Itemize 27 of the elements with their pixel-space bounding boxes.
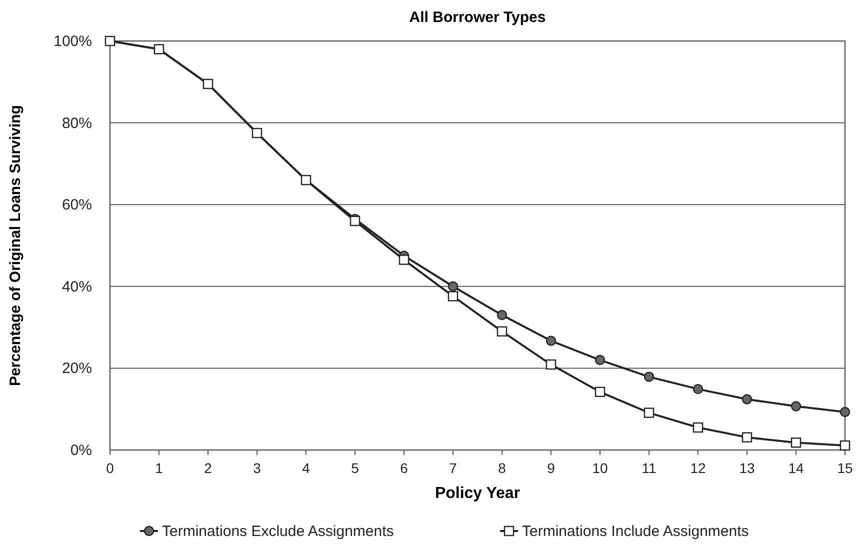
y-axis-title: Percentage of Original Loans Surviving bbox=[7, 105, 24, 386]
legend-label: Terminations Include Assignments bbox=[522, 523, 749, 540]
x-tick-label: 3 bbox=[253, 460, 262, 476]
x-tick-label: 13 bbox=[739, 460, 755, 476]
x-axis-title: Policy Year bbox=[434, 485, 520, 502]
x-tick-label: 11 bbox=[642, 460, 656, 476]
y-tick-label: 20% bbox=[62, 360, 92, 378]
x-tick-label: 15 bbox=[837, 460, 853, 476]
x-tick-label: 1 bbox=[155, 460, 164, 476]
x-tick-label: 4 bbox=[302, 460, 310, 476]
y-tick-label: 0% bbox=[70, 442, 92, 459]
x-tick-label: 14 bbox=[788, 460, 804, 476]
x-tick-label: 0 bbox=[106, 460, 114, 476]
x-tick-label: 5 bbox=[351, 460, 360, 476]
y-tick-label: 80% bbox=[62, 114, 92, 132]
y-tick-label: 60% bbox=[62, 196, 92, 214]
y-tick-label: 40% bbox=[62, 278, 92, 296]
y-tick-label: 100% bbox=[54, 33, 92, 50]
x-tick-label: 2 bbox=[204, 460, 212, 476]
x-tick-label: 10 bbox=[592, 460, 608, 476]
x-tick-label: 12 bbox=[690, 460, 706, 476]
chart-title: All Borrower Types bbox=[409, 9, 546, 26]
legend-label: Terminations Exclude Assignments bbox=[162, 523, 394, 540]
x-tick-label: 6 bbox=[400, 460, 408, 476]
x-tick-label: 7 bbox=[449, 460, 458, 476]
x-tick-label: 8 bbox=[498, 460, 506, 476]
x-tick-label: 9 bbox=[547, 460, 556, 476]
